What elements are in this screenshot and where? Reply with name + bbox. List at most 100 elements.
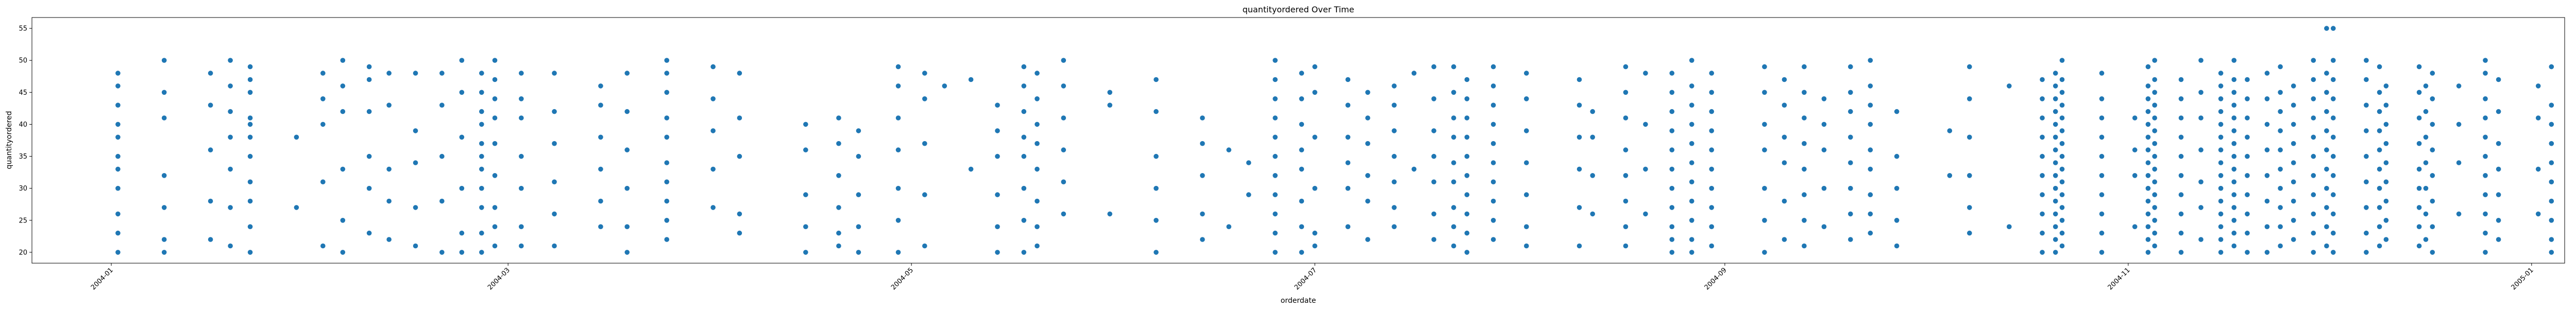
data-point: [479, 71, 484, 76]
data-point: [1464, 134, 1470, 140]
data-point: [1762, 90, 1767, 95]
data-point: [2145, 83, 2151, 89]
data-point: [1894, 185, 1900, 191]
data-point: [2278, 185, 2283, 191]
data-point: [2416, 115, 2422, 121]
data-point: [386, 166, 392, 172]
data-point: [1689, 58, 1694, 63]
data-point: [1490, 141, 1496, 146]
data-point: [2483, 71, 2488, 76]
data-point: [1273, 134, 1278, 140]
data-point: [2099, 250, 2105, 255]
data-point: [115, 250, 121, 255]
data-point: [2145, 147, 2151, 152]
data-point: [2278, 147, 2283, 152]
data-point: [228, 243, 233, 249]
data-point: [1490, 64, 1496, 70]
data-point: [247, 77, 253, 82]
data-point: [1709, 128, 1714, 133]
data-point: [2040, 230, 2045, 236]
data-point: [2059, 115, 2065, 121]
data-point: [1802, 115, 1807, 121]
data-point: [2152, 166, 2158, 172]
data-point: [2377, 205, 2382, 210]
data-point: [459, 134, 465, 140]
data-point: [2007, 83, 2012, 89]
data-point: [2132, 224, 2138, 230]
data-point: [922, 96, 927, 101]
data-point: [161, 237, 167, 242]
data-point: [2549, 237, 2554, 242]
data-point: [208, 198, 213, 204]
data-point: [2496, 77, 2501, 82]
data-point: [1848, 134, 1853, 140]
data-point: [1643, 71, 1648, 76]
data-point: [2198, 237, 2204, 242]
data-point: [2331, 211, 2336, 217]
data-point: [2218, 109, 2224, 114]
data-point: [1490, 237, 1496, 242]
data-point: [1894, 109, 1900, 114]
data-point: [247, 179, 253, 185]
data-point: [1590, 211, 1595, 217]
data-point: [2377, 185, 2382, 191]
data-point: [2324, 243, 2329, 249]
data-point: [2059, 153, 2065, 159]
data-point: [2364, 230, 2369, 236]
data-point: [492, 243, 498, 249]
data-point: [366, 109, 372, 114]
data-point: [413, 243, 418, 249]
data-point: [624, 224, 630, 230]
data-point: [386, 71, 392, 76]
data-point: [2053, 122, 2058, 127]
data-point: [1035, 122, 1040, 127]
data-point: [2483, 134, 2488, 140]
data-point: [2383, 141, 2389, 146]
data-point: [2231, 58, 2237, 63]
data-point: [340, 250, 346, 255]
data-point: [2311, 77, 2316, 82]
data-point: [1431, 179, 1436, 185]
data-point: [2278, 90, 2283, 95]
data-point: [1848, 64, 1853, 70]
data-point: [1392, 179, 1397, 185]
data-point: [1021, 64, 1027, 70]
y-tick-label: 30: [19, 185, 27, 193]
data-point: [1451, 179, 1456, 185]
data-point: [2245, 96, 2250, 101]
data-point: [1967, 230, 1972, 236]
data-point: [2040, 115, 2045, 121]
data-point: [2178, 211, 2184, 217]
data-point: [2053, 109, 2058, 114]
data-point: [2311, 173, 2316, 178]
data-point: [1299, 96, 1304, 101]
data-point: [413, 205, 418, 210]
data-point: [2152, 77, 2158, 82]
data-point: [492, 77, 498, 82]
data-point: [2416, 185, 2422, 191]
data-point: [1061, 147, 1066, 152]
data-point: [459, 58, 465, 63]
data-point: [922, 243, 927, 249]
data-point: [115, 122, 121, 127]
data-point: [2218, 237, 2224, 242]
data-point: [2099, 115, 2105, 121]
data-point: [2311, 115, 2316, 121]
data-point: [1802, 90, 1807, 95]
data-point: [2364, 77, 2369, 82]
data-point: [1669, 147, 1674, 152]
data-point: [2364, 153, 2369, 159]
data-point: [519, 96, 524, 101]
data-point: [2483, 58, 2488, 63]
data-point: [1669, 109, 1674, 114]
data-point: [1365, 173, 1370, 178]
data-point: [2278, 224, 2283, 230]
data-point: [2483, 96, 2488, 101]
data-point: [2423, 83, 2429, 89]
data-point: [2535, 211, 2541, 217]
data-point: [2231, 153, 2237, 159]
data-point: [2331, 230, 2336, 236]
data-point: [2416, 90, 2422, 95]
data-point: [1345, 102, 1351, 108]
data-point: [2364, 179, 2369, 185]
